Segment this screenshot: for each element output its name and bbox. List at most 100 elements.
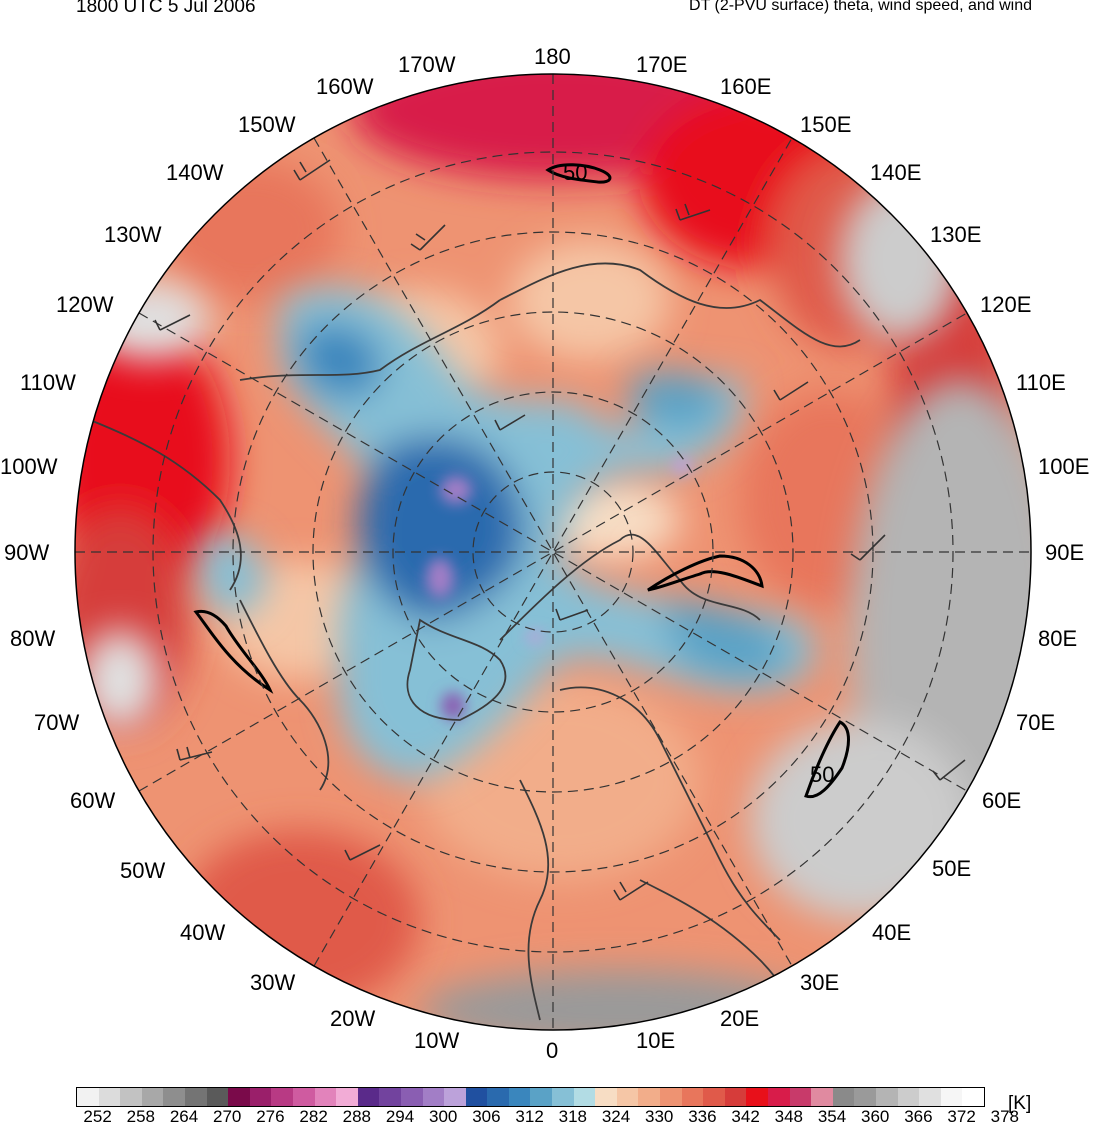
meridian-label: 120E <box>980 292 1031 317</box>
colorbar-swatch <box>681 1088 704 1106</box>
meridian-label: 50E <box>932 856 971 881</box>
colorbar-ticks: 252 258 264 270 276 282 288 294 300 306 312 318 324 3… <box>76 1107 1019 1127</box>
colorbar-tick-label: 288 <box>342 1107 371 1126</box>
colorbar-swatch <box>141 1088 164 1106</box>
colorbar-swatch <box>77 1088 99 1106</box>
colorbar-tick-label: 348 <box>774 1107 803 1126</box>
colorbar-tick-label: 372 <box>947 1107 976 1126</box>
meridian-label: 130E <box>930 222 981 247</box>
colorbar-swatch <box>552 1088 574 1106</box>
meridian-label: 90W <box>4 540 49 565</box>
colorbar-swatch <box>919 1088 941 1106</box>
meridian-label: 100E <box>1038 454 1089 479</box>
meridian-label: 130W <box>104 222 162 247</box>
meridian-label: 0 <box>546 1038 558 1063</box>
meridian-label: 140W <box>166 160 224 185</box>
meridian-label: 30W <box>250 970 295 995</box>
colorbar-swatch <box>660 1088 682 1106</box>
meridian-label: 50W <box>120 858 165 883</box>
meridian-label: 180 <box>534 44 571 69</box>
colorbar-tick-label: 252 <box>83 1107 112 1126</box>
colorbar-swatch <box>703 1088 725 1106</box>
meridian-label: 110W <box>20 370 76 395</box>
colorbar-swatch <box>789 1088 812 1106</box>
colorbar-swatch <box>854 1088 876 1106</box>
colorbar-tick-label: 318 <box>558 1107 587 1126</box>
colorbar-tick-label: 270 <box>213 1107 242 1126</box>
colorbar-tick-label: 276 <box>256 1107 285 1126</box>
wind-barbs <box>154 159 966 901</box>
colorbar-swatch <box>184 1088 207 1106</box>
colorbar-tick-label: 342 <box>731 1107 760 1126</box>
graticule <box>75 74 1031 1030</box>
colorbar-swatch <box>897 1088 920 1106</box>
colorbar-unit: [K] <box>1008 1093 1032 1114</box>
meridian-label: 30E <box>800 970 839 995</box>
contour-label: 50 <box>563 160 587 185</box>
meridian-label: 150E <box>800 112 851 137</box>
colorbar <box>76 1087 985 1107</box>
product-title: DT (2-PVU surface) theta, wind speed, an… <box>689 0 1032 14</box>
colorbar-swatch <box>573 1088 596 1106</box>
meridian-label: 170E <box>636 52 687 77</box>
colorbar-swatch <box>98 1088 121 1106</box>
meridian-label: 40W <box>180 920 225 945</box>
coastlines <box>89 262 861 1021</box>
colorbar-swatch <box>962 1088 984 1106</box>
colorbar-swatch <box>724 1088 747 1106</box>
meridian-label: 120W <box>56 292 114 317</box>
meridian-label: 140E <box>870 160 921 185</box>
meridian-label: 90E <box>1045 540 1084 565</box>
meridian-label: 170W <box>398 52 456 77</box>
meridian-label: 60W <box>70 788 115 813</box>
meridian-label: 110E <box>1016 370 1066 395</box>
wind-speed-contours <box>193 163 850 799</box>
colorbar-swatch <box>400 1088 423 1106</box>
meridian-label: 70E <box>1016 710 1055 735</box>
theta-field: 50 50 <box>75 74 1031 1030</box>
meridian-label: 80E <box>1038 626 1077 651</box>
colorbar-swatch <box>206 1088 229 1106</box>
meridian-label: 10E <box>636 1028 675 1053</box>
colorbar-tick-label: 300 <box>429 1107 458 1126</box>
colorbar-swatch <box>595 1088 617 1106</box>
colorbar-swatch <box>444 1088 466 1106</box>
colorbar-swatch <box>508 1088 531 1106</box>
colorbar-swatch <box>530 1088 553 1106</box>
meridian-label: 150W <box>238 112 296 137</box>
colorbar-tick-label: 336 <box>688 1107 717 1126</box>
meridian-label: 10W <box>414 1028 459 1053</box>
colorbar-swatch <box>811 1088 833 1106</box>
colorbar-tick-label: 324 <box>601 1107 631 1126</box>
valid-time-title: 1800 UTC 5 Jul 2006 <box>76 0 256 17</box>
colorbar-tick-label: 354 <box>817 1107 847 1126</box>
colorbar-swatch <box>422 1088 445 1106</box>
colorbar-swatch <box>271 1088 293 1106</box>
colorbar-swatch <box>379 1088 401 1106</box>
meridian-label: 20W <box>330 1006 375 1031</box>
colorbar-tick-label: 294 <box>385 1107 415 1126</box>
colorbar-tick-label: 264 <box>169 1107 199 1126</box>
colorbar-tick-label: 330 <box>645 1107 674 1126</box>
colorbar-swatch <box>314 1088 337 1106</box>
colorbar-swatch <box>292 1088 315 1106</box>
colorbar-swatch <box>746 1088 768 1106</box>
colorbar-swatch <box>163 1088 185 1106</box>
colorbar-swatch <box>465 1088 488 1106</box>
colorbar-swatch <box>616 1088 639 1106</box>
colorbar-swatch <box>875 1088 898 1106</box>
meridian-label: 70W <box>34 710 79 735</box>
colorbar-swatch <box>336 1088 358 1106</box>
meridian-label: 160W <box>316 74 374 99</box>
colorbar-tick-label: 360 <box>861 1107 890 1126</box>
colorbar-tick-label: 312 <box>515 1107 544 1126</box>
colorbar-swatch <box>940 1088 963 1106</box>
meridian-label: 60E <box>982 788 1021 813</box>
colorbar-swatch <box>249 1088 272 1106</box>
colorbar-swatch <box>638 1088 661 1106</box>
meridian-label: 100W <box>0 454 58 479</box>
meridian-labels: 180 170E 160E 150E 140E 130E 120E 110E 1… <box>0 44 1089 1063</box>
contour-label: 50 <box>810 762 834 787</box>
colorbar-swatch <box>832 1088 855 1106</box>
colorbar-swatch <box>487 1088 509 1106</box>
